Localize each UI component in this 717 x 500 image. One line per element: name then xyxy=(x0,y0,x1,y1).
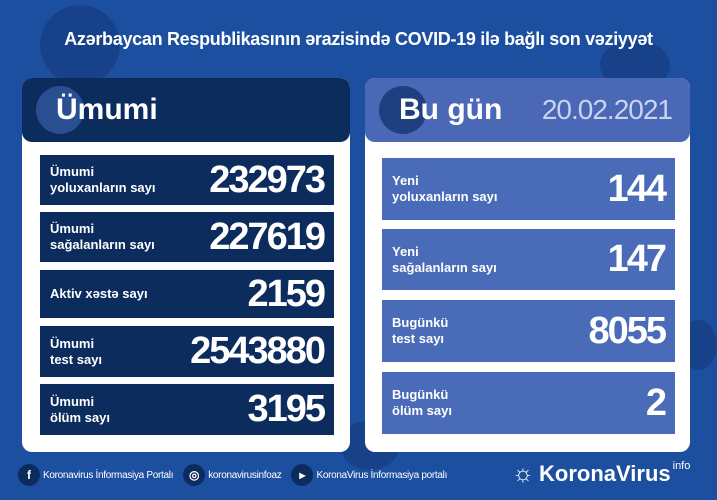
stat-value: 227619 xyxy=(209,215,326,258)
stat-label: test sayı xyxy=(50,351,103,367)
facebook-icon[interactable]: f xyxy=(18,464,40,486)
total-panel: Ümumi Ümumi yoluxanların sayı 232973 Ümumi… xyxy=(22,78,350,452)
stat-label: ölüm sayı xyxy=(50,409,110,425)
stat-value: 144 xyxy=(607,167,667,210)
today-panel: Bu gün 20.02.2021 Yeni yoluxanların sayı 1… xyxy=(365,78,690,452)
stat-value: 2543880 xyxy=(190,330,326,372)
stat-row: Bugünkü test sayı 8055 xyxy=(382,300,675,362)
virus-icon xyxy=(379,86,427,134)
brand-sup: info xyxy=(672,460,691,472)
stat-label: Yeni xyxy=(392,173,419,188)
stat-label: Ümumi xyxy=(50,221,95,236)
stat-label: Ümumi xyxy=(50,164,95,179)
stat-value: 2159 xyxy=(247,272,326,315)
stat-row: Yeni yoluxanların sayı 144 xyxy=(382,158,675,220)
stat-value: 232973 xyxy=(209,158,326,201)
stat-label: Ümumi xyxy=(50,335,95,351)
stat-label: sağalanların sayı xyxy=(392,259,497,275)
sun-virus-icon: ☼ xyxy=(512,460,534,487)
stat-label: yoluxanların sayı xyxy=(392,189,498,204)
stat-value: 2 xyxy=(645,381,667,424)
stat-label: yoluxanların sayı xyxy=(50,180,156,195)
stat-label: test sayı xyxy=(392,331,445,346)
stat-value: 147 xyxy=(607,238,667,280)
stat-row: Ümumi yoluxanların sayı 232973 xyxy=(40,155,334,205)
stat-value: 8055 xyxy=(588,309,667,352)
youtube-icon[interactable]: ▶ xyxy=(291,464,314,486)
today-heading: Bu gün xyxy=(399,93,503,126)
today-date: 20.02.2021 xyxy=(541,94,673,125)
stat-label: Aktiv xəstə sayı xyxy=(50,286,148,301)
stat-row: Ümumi sağalanların sayı 227619 xyxy=(40,212,334,262)
stat-label: Ümumi xyxy=(50,393,95,409)
total-heading: Ümumi xyxy=(56,93,158,126)
facebook-link[interactable]: Koronavirus İnformasiya Portalı xyxy=(43,469,174,481)
stat-value: 3195 xyxy=(247,388,326,430)
stat-row: Ümumi ölüm sayı 3195 xyxy=(40,384,334,435)
instagram-icon[interactable]: ◎ xyxy=(183,464,206,486)
stat-label: Bugünkü xyxy=(392,315,449,330)
total-header: Ümumi xyxy=(22,78,350,142)
stat-label: Yeni xyxy=(392,243,419,259)
stat-label: Bugünkü xyxy=(392,387,449,402)
today-header: Bu gün 20.02.2021 xyxy=(365,78,690,142)
brand-name: KoronaVirus xyxy=(539,461,671,486)
stat-label: ölüm sayı xyxy=(392,403,452,418)
stat-row: Ümumi test sayı 2543880 xyxy=(40,326,334,377)
footer-social: f Koronavirus İnformasiya Portalı ◎ koro… xyxy=(18,460,447,490)
stat-row: Bugünkü ölüm sayı 2 xyxy=(382,372,675,434)
virus-icon xyxy=(36,86,84,134)
youtube-link[interactable]: KoronaVirus İnformasiya portalı xyxy=(316,469,448,481)
brand-logo: ☼ KoronaVirus info xyxy=(512,460,690,488)
stat-label: sağalanların sayı xyxy=(50,237,155,252)
virus-decoration xyxy=(40,5,120,85)
page-title: Azərbaycan Respublikasının ərazisində CO… xyxy=(64,29,653,49)
stat-row: Yeni sağalanların sayı 147 xyxy=(382,229,675,290)
instagram-link[interactable]: koronavirusinfoaz xyxy=(208,469,282,481)
stat-row: Aktiv xəstə sayı 2159 xyxy=(40,270,334,318)
